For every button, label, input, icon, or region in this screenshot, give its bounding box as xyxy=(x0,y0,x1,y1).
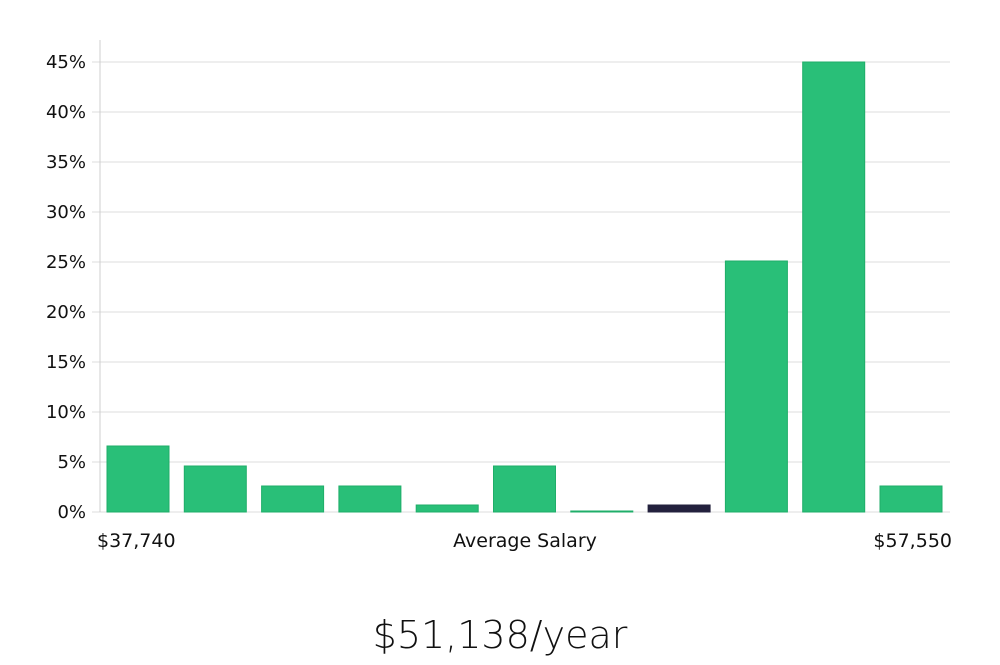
salary-bar xyxy=(183,465,247,513)
average-salary-summary: $51,138/year xyxy=(372,613,628,657)
bars xyxy=(106,61,943,513)
x-axis-center-label: Average Salary xyxy=(453,530,597,552)
salary-bar xyxy=(415,504,479,513)
salary-bar xyxy=(879,485,943,513)
highlighted-salary-bar xyxy=(647,504,711,513)
salary-histogram: 0% 5% 10% 15% 20% 25% 30% 35% 40% 45% $37,740 Ave… xyxy=(46,40,952,552)
y-tick-label: 35% xyxy=(46,152,86,173)
salary-bar xyxy=(493,465,556,513)
y-tick-label: 5% xyxy=(57,452,86,473)
y-tick-label: 10% xyxy=(46,402,86,423)
salary-bar xyxy=(724,260,788,513)
x-min-label: $37,740 xyxy=(97,530,176,552)
salary-bar xyxy=(570,510,634,513)
salary-bar xyxy=(338,485,402,513)
y-tick-label: 45% xyxy=(46,52,86,73)
y-tick-label: 15% xyxy=(46,352,86,373)
y-tick-label: 40% xyxy=(46,102,86,123)
y-tick-label: 20% xyxy=(46,302,86,323)
y-tick-label: 30% xyxy=(46,202,86,223)
salary-bar xyxy=(802,61,866,513)
salary-bar xyxy=(106,445,170,513)
y-tick-label: 25% xyxy=(46,252,86,273)
salary-bar xyxy=(261,485,325,513)
x-max-label: $57,550 xyxy=(873,530,952,552)
y-axis-ticks: 0% 5% 10% 15% 20% 25% 30% 35% 40% 45% xyxy=(46,52,86,523)
y-tick-label: 0% xyxy=(57,502,86,523)
